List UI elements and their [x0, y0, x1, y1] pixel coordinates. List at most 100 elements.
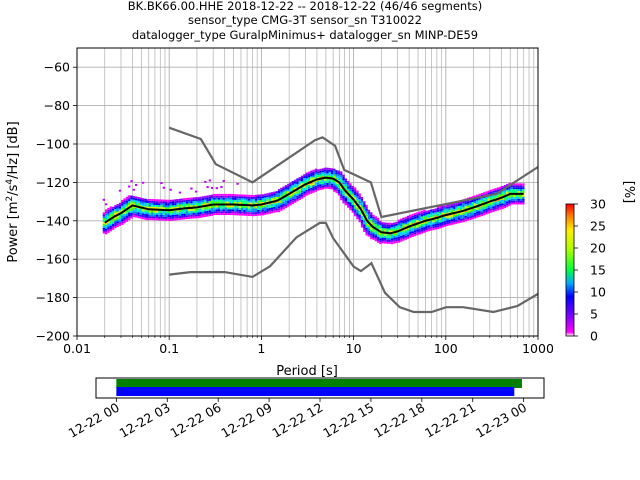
heatmap-cell	[183, 217, 186, 220]
heatmap-cell	[197, 204, 200, 207]
heatmap-cell	[439, 220, 442, 223]
heatmap-cell	[204, 195, 207, 198]
heatmap-cell	[485, 208, 488, 211]
colorbar-label: [%]	[621, 181, 636, 204]
heatmap-cell	[353, 212, 357, 215]
heatmap-cell	[217, 193, 221, 196]
heatmap-cell	[298, 184, 301, 187]
heatmap-cell	[434, 214, 437, 217]
heatmap-cell	[148, 206, 152, 209]
heatmap-cell	[169, 201, 172, 204]
heatmap-cell	[347, 196, 350, 199]
heatmap-cell	[192, 210, 195, 213]
heatmap-cell	[134, 202, 138, 205]
heatmap-cell	[432, 226, 435, 229]
heatmap-cell	[208, 202, 212, 205]
heatmap-cell	[132, 203, 135, 206]
heatmap-cell	[508, 188, 511, 191]
heatmap-cell	[123, 219, 126, 222]
heatmap-cell	[353, 195, 357, 198]
heatmap-cell	[393, 239, 396, 242]
heatmap-cell	[275, 198, 278, 201]
heatmap-cell	[340, 190, 343, 193]
heatmap-cell	[259, 196, 262, 199]
heatmap-cell	[277, 204, 281, 207]
heatmap-cell	[383, 239, 387, 242]
heatmap-cell	[137, 200, 140, 203]
heatmap-cell	[160, 207, 163, 210]
heatmap-cell	[441, 219, 444, 222]
heatmap-cell	[333, 182, 336, 185]
heatmap-cell	[300, 190, 304, 193]
heatmap-cell	[494, 188, 497, 191]
heatmap-cell	[141, 213, 145, 216]
heatmap-cell	[139, 210, 142, 213]
heatmap-cell	[489, 206, 493, 209]
heatmap-cell	[187, 199, 191, 202]
heatmap-cell	[181, 202, 184, 205]
heatmap-cell	[436, 206, 440, 208]
heatmap-cell	[340, 196, 343, 199]
heatmap-cell	[314, 185, 318, 188]
heatmap-cell	[187, 214, 191, 217]
heatmap-cell	[298, 198, 301, 201]
heatmap-cell	[282, 207, 285, 210]
heatmap-cell	[323, 171, 327, 174]
heatmap-cell	[326, 169, 329, 172]
heatmap-cell	[457, 205, 460, 208]
heatmap-cell	[257, 198, 260, 201]
heatmap-cell	[287, 189, 290, 192]
heatmap-cell	[130, 197, 133, 200]
heatmap-cell	[222, 193, 225, 196]
heatmap-cell	[201, 202, 205, 204]
heatmap-cell	[241, 209, 244, 212]
heatmap-cell	[436, 227, 440, 230]
heatmap-cell	[390, 225, 394, 227]
heatmap-cell	[247, 206, 251, 209]
heatmap-cell	[347, 201, 350, 204]
heatmap-cell	[365, 225, 368, 228]
heatmap-cell	[284, 206, 288, 209]
heatmap-cell	[224, 211, 228, 214]
heatmap-cell	[522, 187, 525, 190]
heatmap-cell	[386, 238, 389, 241]
heatmap-cell	[261, 196, 265, 199]
heatmap-cell	[146, 206, 149, 209]
heatmap-cell	[386, 240, 389, 242]
heatmap-cell	[227, 209, 230, 212]
heatmap-cell	[483, 192, 486, 195]
heatmap-cell	[132, 195, 135, 198]
heatmap-cell	[471, 215, 474, 218]
heatmap-cell	[141, 201, 145, 204]
heatmap-cell	[171, 218, 175, 221]
heatmap-cell	[206, 212, 209, 215]
heatmap-cell	[107, 221, 110, 224]
heatmap-cell	[181, 204, 184, 207]
heatmap-cell	[522, 200, 525, 203]
heatmap-cell	[402, 233, 405, 235]
heatmap-cell	[413, 213, 417, 215]
heatmap-cell	[512, 200, 516, 203]
heatmap-cell	[469, 218, 472, 221]
heatmap-cell	[446, 208, 449, 211]
heatmap-cell	[365, 208, 368, 211]
heatmap-cell	[105, 232, 108, 235]
heatmap-cell	[270, 192, 274, 195]
heatmap-cell	[273, 205, 276, 207]
heatmap-cell	[107, 229, 110, 231]
heatmap-cell	[105, 222, 108, 225]
heatmap-cell	[365, 229, 368, 232]
heatmap-cell	[471, 203, 474, 206]
heatmap-cell	[116, 223, 119, 226]
heatmap-cell	[241, 202, 244, 205]
heatmap-cell	[473, 203, 477, 206]
heatmap-cell	[134, 207, 138, 210]
heatmap-cell	[227, 197, 230, 200]
heatmap-cell	[478, 197, 481, 200]
heatmap-cell	[457, 217, 460, 220]
heatmap-cell	[321, 185, 324, 188]
heatmap-cell	[204, 199, 207, 202]
heatmap-cell	[160, 201, 163, 204]
heatmap-cell	[128, 202, 131, 205]
